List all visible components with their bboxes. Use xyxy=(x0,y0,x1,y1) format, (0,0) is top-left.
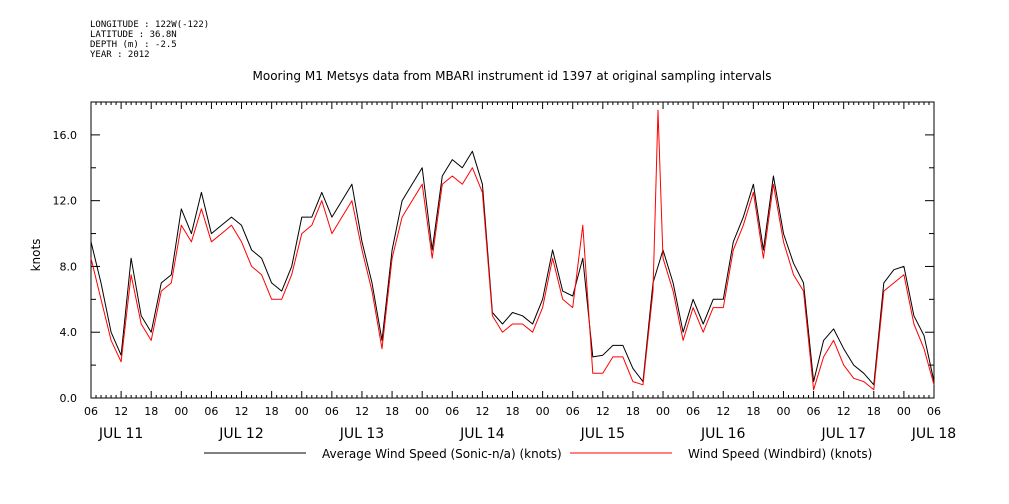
plot-border xyxy=(90,101,935,399)
x-tick-labels: 06 12 18 00 06 12 18 00 06 12 18 00 06 12 18 00 06 12 18 00… xyxy=(84,405,941,418)
legend-label-windbird: Wind Speed (Windbird) (knots) xyxy=(688,447,872,461)
metadata-header: LONGITUDE : 122W(-122) LATITUDE : 36.8N … xyxy=(90,20,209,60)
plot-frame xyxy=(90,101,935,399)
x-tick-label: 18 xyxy=(626,405,640,418)
x-tick-label: 06 xyxy=(84,405,98,418)
x-tick-label: 00 xyxy=(295,405,309,418)
x-tick-label: 06 xyxy=(204,405,218,418)
x-tick-label: 18 xyxy=(385,405,399,418)
x-tick-label: 00 xyxy=(174,405,188,418)
day-label: JUL 14 xyxy=(459,426,505,442)
y-tick-label: 0.0 xyxy=(60,392,78,405)
day-label: JUL 16 xyxy=(700,426,746,442)
x-tick-label: 06 xyxy=(807,405,821,418)
depth-label: DEPTH (m) : -2.5 xyxy=(90,40,177,50)
day-label: JUL 17 xyxy=(820,426,865,442)
x-tick-label: 18 xyxy=(506,405,520,418)
y-axis-label: knots xyxy=(29,239,43,272)
x-tick-label: 06 xyxy=(686,405,700,418)
series-line-average-wind-speed xyxy=(90,150,935,386)
x-tick-label: 12 xyxy=(355,405,369,418)
x-tick-label: 18 xyxy=(144,405,158,418)
x-tick-label: 00 xyxy=(897,405,911,418)
series-line-windbird-wind-speed xyxy=(90,109,935,391)
x-tick-label: 18 xyxy=(265,405,279,418)
x-tick-label: 12 xyxy=(475,405,489,418)
x-tick-label: 06 xyxy=(927,405,941,418)
day-label: JUL 12 xyxy=(218,426,263,442)
legend: Average Wind Speed (Sonic-n/a) (knots) W… xyxy=(204,447,872,461)
day-labels: JUL 11 JUL 12 JUL 13 JUL 14 JUL 15 JUL 16 JUL … xyxy=(98,426,956,442)
day-label: JUL 13 xyxy=(339,426,384,442)
x-tick-label: 12 xyxy=(235,405,249,418)
x-tick-label: 06 xyxy=(445,405,459,418)
year-label: YEAR : 2012 xyxy=(90,50,150,60)
x-tick-label: 00 xyxy=(776,405,790,418)
x-tick-label: 00 xyxy=(415,405,429,418)
axis-ticks xyxy=(90,101,935,399)
x-tick-label: 18 xyxy=(867,405,881,418)
x-tick-label: 00 xyxy=(656,405,670,418)
x-tick-label: 18 xyxy=(746,405,760,418)
y-tick-label: 12.0 xyxy=(53,195,78,208)
y-tick-label: 4.0 xyxy=(60,326,78,339)
x-tick-label: 12 xyxy=(716,405,730,418)
y-tick-label: 8.0 xyxy=(60,260,78,273)
y-tick-labels: 0.0 4.0 8.0 12.0 16.0 xyxy=(53,129,78,405)
x-tick-label: 00 xyxy=(536,405,550,418)
day-label: JUL 11 xyxy=(98,426,143,442)
day-label: JUL 18 xyxy=(911,426,956,442)
x-tick-label: 06 xyxy=(566,405,580,418)
legend-label-average: Average Wind Speed (Sonic-n/a) (knots) xyxy=(322,447,562,461)
y-tick-label: 16.0 xyxy=(53,129,78,142)
day-label: JUL 15 xyxy=(580,426,625,442)
series-lines xyxy=(90,109,935,391)
chart-title: Mooring M1 Metsys data from MBARI instru… xyxy=(253,69,772,83)
longitude-label: LONGITUDE : 122W(-122) xyxy=(90,20,210,30)
x-tick-label: 12 xyxy=(837,405,851,418)
x-tick-label: 12 xyxy=(596,405,610,418)
latitude-label: LATITUDE : 36.8N xyxy=(90,30,177,40)
x-tick-label: 12 xyxy=(114,405,128,418)
x-tick-label: 06 xyxy=(325,405,339,418)
